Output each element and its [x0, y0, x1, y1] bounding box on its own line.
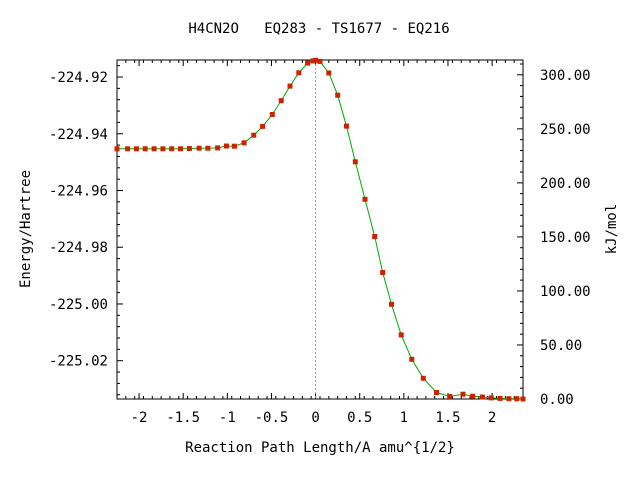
- data-point: [269, 112, 275, 117]
- data-point: [114, 146, 120, 152]
- data-point: [151, 146, 157, 152]
- y2-tick-label: 0.00: [540, 392, 574, 408]
- data-point: [305, 60, 311, 66]
- data-point: [352, 159, 358, 165]
- y-axis-label: Energy/Hartree: [18, 170, 34, 288]
- y-tick-label: -224.94: [49, 127, 108, 143]
- series-line: [117, 59, 524, 400]
- data-point: [169, 146, 175, 152]
- x-tick-label: -2: [131, 410, 148, 426]
- x-tick-label: -1.5: [166, 410, 200, 426]
- x-tick-label: -1: [219, 410, 236, 426]
- data-point: [186, 146, 192, 151]
- data-point: [326, 70, 332, 76]
- data-point: [196, 145, 202, 151]
- data-point: [335, 92, 341, 98]
- y2-tick-label: 250.00: [540, 122, 591, 138]
- y2-axis-label: kJ/mol: [604, 204, 620, 255]
- x-tick-label: -0.5: [255, 410, 289, 426]
- data-point: [178, 146, 183, 152]
- data-point: [205, 145, 211, 151]
- x-tick-label: 1.5: [435, 410, 460, 426]
- y-tick-label: -225.00: [49, 297, 108, 313]
- data-point: [344, 123, 349, 129]
- data-point: [479, 394, 485, 400]
- data-point: [160, 146, 166, 152]
- data-point: [241, 140, 247, 146]
- tick-layer: -2 -1.5 -1 -0.5 0 0.5 1 1.5 2 -224.92 -224.94 -224.…: [49, 60, 591, 426]
- y2-tick-label: 200.00: [540, 176, 591, 192]
- data-point: [470, 393, 476, 399]
- y2-tick-label: 150.00: [540, 230, 591, 246]
- data-point: [223, 143, 229, 149]
- data-point: [317, 58, 323, 64]
- data-point: [125, 146, 131, 152]
- data-point: [310, 58, 316, 64]
- data-point: [514, 396, 520, 402]
- y2-tick-label: 50.00: [540, 338, 582, 354]
- y-tick-label: -224.92: [49, 70, 108, 86]
- data-point: [372, 234, 378, 239]
- data-point: [287, 83, 293, 89]
- data-point: [520, 396, 526, 402]
- data-point: [380, 270, 386, 275]
- data-point: [506, 396, 512, 402]
- y-tick-label: -224.98: [49, 240, 108, 256]
- data-point: [296, 70, 302, 76]
- data-point: [460, 391, 466, 397]
- data-point: [251, 132, 257, 138]
- plot-frame: [116, 59, 524, 400]
- x-tick-label: 1: [400, 410, 408, 426]
- x-tick-label: 0: [311, 410, 319, 426]
- data-point: [447, 393, 453, 399]
- data-point: [497, 395, 503, 401]
- data-point: [278, 98, 284, 104]
- data-point: [434, 390, 439, 395]
- y2-tick-label: 100.00: [540, 284, 591, 300]
- y2-tick-label: 300.00: [540, 68, 591, 84]
- data-point: [142, 146, 148, 152]
- x-tick-label: 0.5: [347, 410, 372, 426]
- data-point: [231, 143, 237, 149]
- data-point: [133, 146, 139, 152]
- data-point: [409, 356, 415, 362]
- data-point: [313, 57, 319, 63]
- marks-layer: [114, 57, 526, 402]
- y-tick-label: -225.02: [49, 354, 108, 370]
- data-point: [362, 196, 368, 202]
- data-point: [488, 395, 494, 401]
- data-point: [420, 375, 426, 381]
- data-point: [215, 145, 221, 151]
- chart-title: H4CN2O EQ283 - TS1677 - EQ216: [188, 21, 449, 37]
- data-point: [260, 123, 266, 129]
- x-axis-label: Reaction Path Length/A amu^{1/2}: [185, 440, 455, 456]
- y-tick-label: -224.96: [49, 183, 108, 199]
- x-tick-label: 2: [488, 410, 496, 426]
- data-point: [389, 301, 394, 307]
- data-point: [398, 332, 404, 338]
